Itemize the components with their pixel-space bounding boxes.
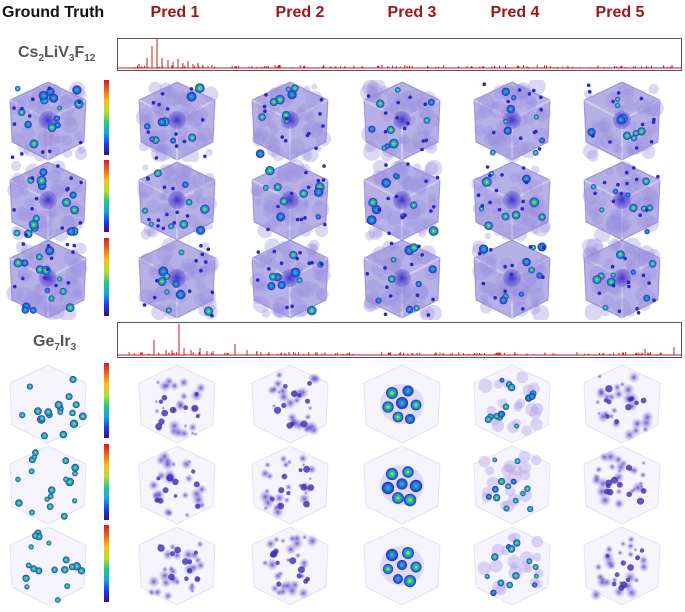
pred-2-density-cube: [248, 444, 332, 531]
ground-truth-header: Ground Truth: [2, 4, 105, 21]
pred-3-density-cube: [360, 525, 444, 612]
pred-4-density-cube: [470, 160, 554, 247]
pred-5-header: Pred 5: [595, 4, 645, 21]
pred-1-density-cube: [135, 525, 219, 612]
material-2-spectrum-peaks: [118, 324, 681, 356]
material-1-spectrum-peaks: [118, 38, 681, 69]
ground-truth-density-cube: [6, 160, 90, 247]
colorbar: [104, 160, 109, 232]
material-1-spectrum: [117, 38, 682, 71]
ground-truth-density-cube: [6, 363, 90, 450]
pred-5-density-cube: [580, 237, 664, 325]
pred-4-density-cube: [470, 77, 554, 167]
pred-2-density-cube: [248, 363, 332, 450]
pred-4-density-cube: [470, 363, 554, 450]
pred-4-header: Pred 4: [490, 4, 540, 21]
pred-4-density-cube: [470, 444, 554, 531]
colorbar: [104, 238, 109, 316]
pred-3-density-cube: [360, 444, 444, 531]
pred-1-density-cube: [135, 160, 219, 247]
colorbar: [104, 363, 109, 438]
pred-3-density-cube: [360, 238, 444, 325]
colorbar: [104, 525, 109, 602]
pred-3-density-cube: [360, 78, 444, 167]
colorbar: [104, 444, 109, 520]
pred-5-density-cube: [580, 363, 664, 450]
pred-2-density-cube: [248, 238, 332, 325]
pred-1-density-cube: [135, 238, 220, 325]
pred-2-density-cube: [248, 525, 332, 612]
pred-5-density-cube: [580, 80, 664, 167]
pred-3-density-cube: [360, 159, 444, 247]
material-1-label: Cs2LiV3F12: [18, 44, 96, 65]
pred-1-density-cube: [135, 363, 219, 450]
ground-truth-density-cube: [6, 80, 90, 167]
pred-5-density-cube: [580, 525, 664, 612]
pred-4-density-cube: [470, 238, 554, 325]
pred-2-density-cube: [248, 80, 332, 167]
ground-truth-density-cube: [6, 525, 90, 612]
pred-3-header: Pred 3: [387, 4, 437, 21]
colorbar: [104, 80, 109, 155]
pred-1-header: Pred 1: [150, 4, 200, 21]
pred-4-density-cube: [470, 525, 554, 612]
pred-5-density-cube: [580, 160, 664, 247]
pred-2-header: Pred 2: [275, 4, 325, 21]
ground-truth-density-cube: [6, 238, 90, 325]
material-2-spectrum: [117, 322, 682, 358]
pred-1-density-cube: [135, 444, 219, 531]
pred-3-density-cube: [360, 363, 444, 450]
pred-2-density-cube: [248, 158, 332, 247]
pred-5-density-cube: [580, 444, 664, 531]
pred-1-density-cube: [135, 80, 219, 167]
ground-truth-density-cube: [6, 444, 90, 531]
material-2-label: Ge7Ir3: [33, 333, 77, 354]
